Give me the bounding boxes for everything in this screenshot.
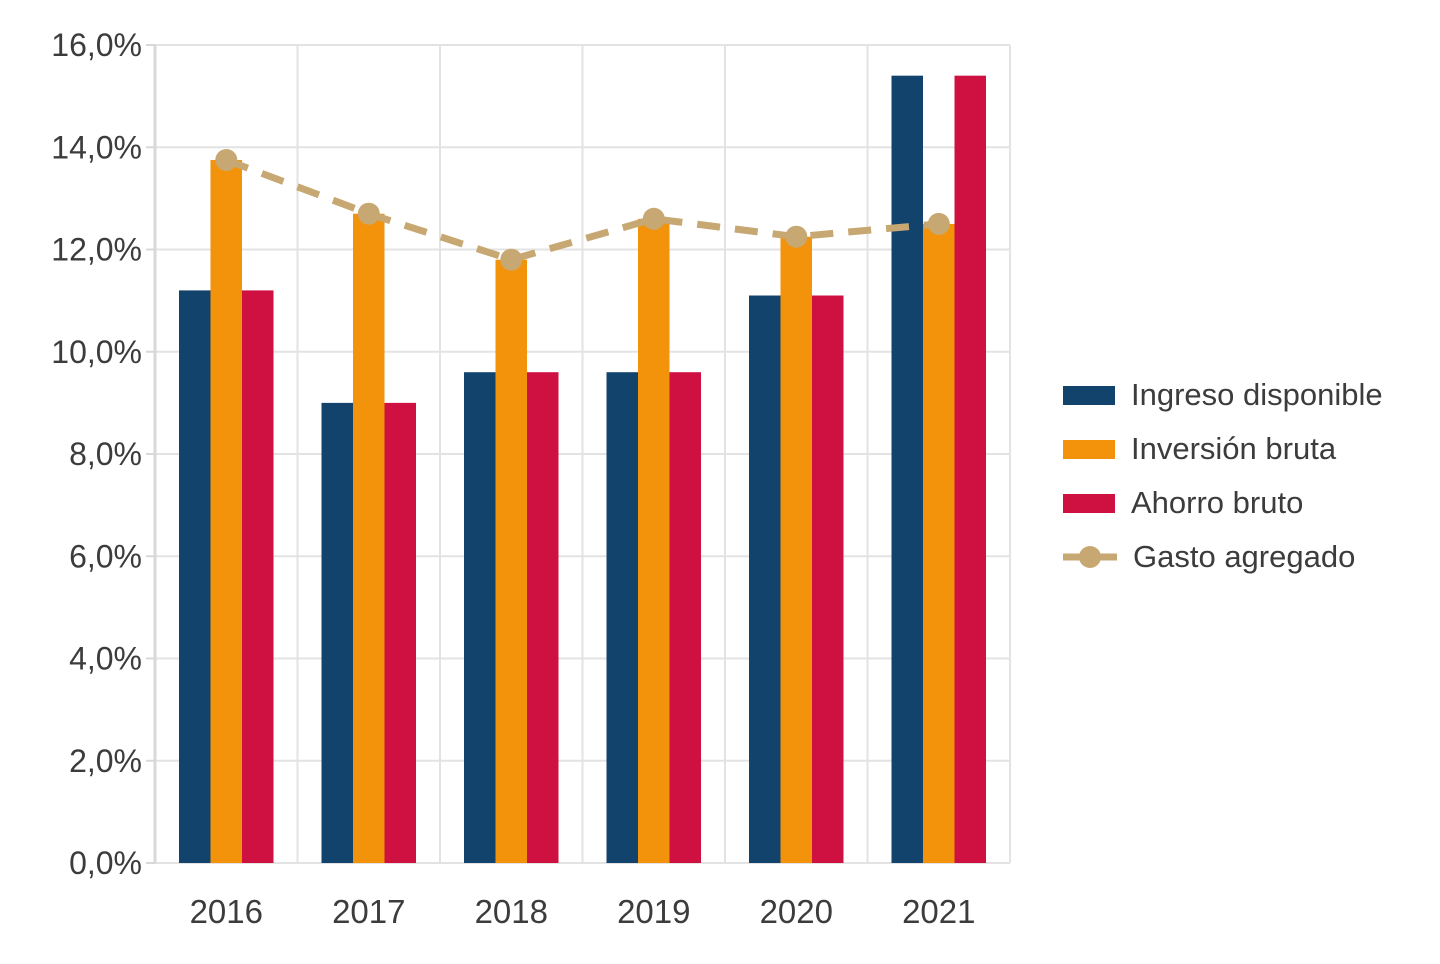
bar-ingreso-disponible-2018	[464, 372, 496, 863]
marker-gasto-agregado-2019	[642, 207, 665, 230]
marker-gasto-agregado-2021	[927, 212, 950, 235]
y-tick-label: 8,0%	[69, 436, 142, 472]
chart-legend: Ingreso disponible Inversión bruta Ahorro …	[1063, 377, 1383, 574]
legend-item-inversion-bruta: Inversión bruta	[1063, 431, 1383, 466]
y-tick-label: 16,0%	[51, 27, 142, 63]
bar-inversion-bruta-2016	[210, 160, 242, 863]
legend-label-gasto-agregado: Gasto agregado	[1133, 539, 1356, 574]
bar-ahorro-bruto-2019	[669, 372, 701, 863]
legend-label-inversion-bruta: Inversión bruta	[1131, 431, 1337, 466]
bar-ahorro-bruto-2017	[384, 402, 416, 864]
bar-ingreso-disponible-2020	[749, 295, 781, 863]
bar-ingreso-disponible-2019	[606, 372, 638, 863]
legend-line-marker-icon	[1063, 546, 1117, 568]
x-tick-label: 2020	[760, 893, 833, 930]
marker-gasto-agregado-2020	[785, 225, 808, 248]
legend-label-ahorro-bruto: Ahorro bruto	[1131, 485, 1304, 520]
x-tick-label: 2021	[902, 893, 975, 930]
x-tick-label: 2016	[190, 893, 263, 930]
y-tick-label: 14,0%	[51, 129, 142, 165]
line-gasto-agregado	[225, 156, 940, 264]
bar-ingreso-disponible-2021	[891, 75, 923, 864]
y-tick-label: 10,0%	[51, 334, 142, 370]
y-tick-label: 0,0%	[69, 845, 142, 881]
marker-gasto-agregado-2016	[215, 149, 238, 171]
legend-item-ahorro-bruto: Ahorro bruto	[1063, 485, 1383, 520]
bar-ahorro-bruto-2016	[242, 290, 274, 863]
legend-swatch-inversion-bruta	[1063, 439, 1115, 459]
x-tick-label: 2019	[617, 893, 690, 930]
bar-inversion-bruta-2021	[923, 223, 955, 863]
y-tick-label: 12,0%	[51, 232, 142, 268]
legend-swatch-ahorro-bruto	[1063, 493, 1115, 513]
legend-item-ingreso-disponible: Ingreso disponible	[1063, 377, 1383, 412]
marker-gasto-agregado-2017	[357, 202, 380, 225]
bar-ahorro-bruto-2021	[954, 75, 986, 864]
legend-label-ingreso-disponible: Ingreso disponible	[1131, 377, 1383, 412]
bar-inversion-bruta-2017	[353, 213, 385, 863]
bar-ahorro-bruto-2020	[812, 295, 844, 863]
legend-swatch-ingreso-disponible	[1063, 385, 1115, 405]
bar-ingreso-disponible-2017	[321, 402, 353, 864]
x-tick-label: 2018	[475, 893, 548, 930]
legend-item-gasto-agregado: Gasto agregado	[1063, 539, 1383, 574]
y-tick-label: 4,0%	[69, 641, 142, 677]
bar-ingreso-disponible-2016	[179, 290, 211, 863]
y-tick-label: 2,0%	[69, 743, 142, 779]
bar-inversion-bruta-2018	[495, 259, 527, 864]
marker-gasto-agregado-2018	[500, 248, 523, 271]
x-tick-label: 2017	[332, 893, 405, 930]
bar-inversion-bruta-2019	[638, 218, 670, 863]
bar-ahorro-bruto-2018	[527, 372, 559, 863]
bar-inversion-bruta-2020	[780, 236, 812, 864]
y-tick-label: 6,0%	[69, 538, 142, 574]
